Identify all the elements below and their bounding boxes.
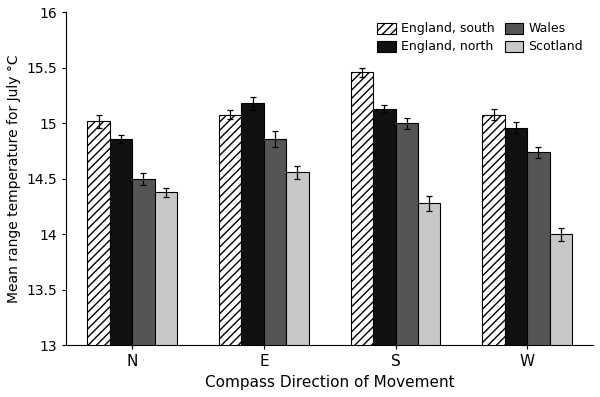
Bar [241, 104, 264, 345]
Bar [155, 192, 177, 345]
Bar [219, 115, 241, 345]
Bar [550, 235, 572, 345]
Bar [110, 139, 132, 345]
Bar [132, 179, 155, 345]
Legend: England, south, England, north, Wales, Scotland: England, south, England, north, Wales, S… [374, 19, 587, 57]
Bar [482, 115, 505, 345]
Bar [351, 72, 373, 345]
Bar [527, 152, 550, 345]
X-axis label: Compass Direction of Movement: Compass Direction of Movement [205, 375, 454, 390]
Bar [373, 109, 395, 345]
Bar [264, 139, 286, 345]
Bar [286, 172, 308, 345]
Bar [88, 121, 110, 345]
Bar [395, 123, 418, 345]
Bar [418, 203, 440, 345]
Bar [505, 128, 527, 345]
Y-axis label: Mean range temperature for July °C: Mean range temperature for July °C [7, 55, 21, 303]
